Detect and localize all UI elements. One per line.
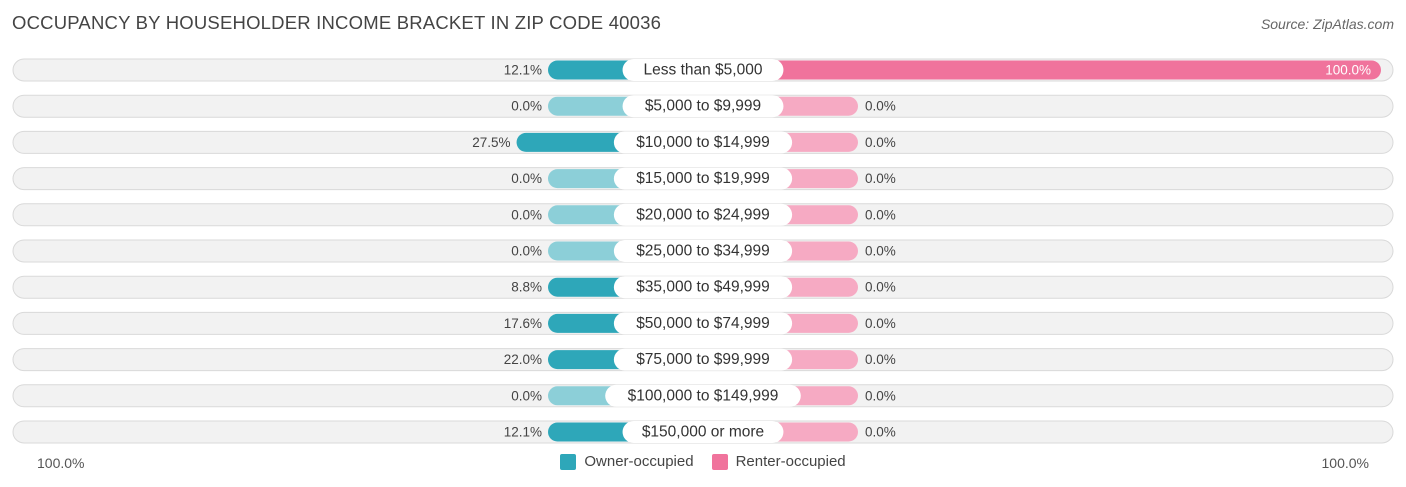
chart-title: OCCUPANCY BY HOUSEHOLDER INCOME BRACKET … — [12, 12, 662, 33]
category-pill — [605, 384, 801, 407]
legend-label-owner: Owner-occupied — [584, 453, 694, 470]
category-label: $10,000 to $14,999 — [636, 134, 770, 151]
renter-value-label: 0.0% — [865, 316, 896, 331]
source-credit: Source: ZipAtlas.com — [1260, 16, 1394, 32]
category-pill — [622, 59, 784, 81]
owner-value-label: 0.0% — [511, 171, 542, 186]
legend-item-owner: Owner-occupied — [560, 453, 694, 470]
category-pill — [613, 167, 793, 190]
owner-value-label: 0.0% — [511, 207, 542, 222]
renter-value-label: 0.0% — [865, 135, 896, 150]
renter-value-label: 0.0% — [865, 207, 896, 222]
renter-value-label: 0.0% — [865, 388, 896, 403]
category-pill — [613, 240, 793, 262]
owner-value-label: 12.1% — [504, 63, 542, 78]
legend-item-renter: Renter-occupied — [711, 453, 846, 470]
category-pill — [613, 348, 793, 371]
category-pill — [613, 312, 793, 335]
renter-value-label: 0.0% — [865, 280, 896, 295]
axis-left-label: 100.0% — [37, 455, 85, 471]
category-label: $35,000 to $49,999 — [636, 279, 770, 296]
category-pill — [613, 276, 793, 299]
category-label: $25,000 to $34,999 — [636, 243, 770, 260]
category-label: $20,000 to $24,999 — [636, 206, 770, 223]
category-label: $75,000 to $99,999 — [636, 351, 770, 368]
owner-value-label: 22.0% — [504, 352, 542, 367]
owner-value-label: 17.6% — [504, 316, 542, 331]
renter-value-label: 100.0% — [1325, 63, 1371, 78]
category-label: Less than $5,000 — [644, 62, 763, 79]
owner-value-label: 0.0% — [511, 388, 542, 403]
category-pill — [622, 421, 784, 443]
category-label: $100,000 to $149,999 — [628, 387, 779, 404]
category-label: $150,000 or more — [642, 424, 764, 441]
category-label: $5,000 to $9,999 — [645, 98, 761, 115]
legend: Owner-occupied Renter-occupied — [0, 453, 1406, 470]
renter-value-label: 0.0% — [865, 352, 896, 367]
legend-swatch-renter — [711, 453, 728, 470]
legend-label-renter: Renter-occupied — [735, 453, 846, 470]
category-label: $50,000 to $74,999 — [636, 315, 770, 332]
renter-value-label: 0.0% — [865, 425, 896, 440]
bar-renter — [703, 60, 1381, 80]
owner-value-label: 8.8% — [511, 280, 542, 295]
owner-value-label: 0.0% — [511, 99, 542, 114]
category-label: $15,000 to $19,999 — [636, 170, 770, 187]
category-pill — [613, 203, 793, 226]
renter-value-label: 0.0% — [865, 99, 896, 114]
owner-value-label: 12.1% — [504, 425, 542, 440]
legend-swatch-owner — [560, 453, 577, 470]
renter-value-label: 0.0% — [865, 244, 896, 259]
axis-right-label: 100.0% — [1321, 455, 1369, 471]
category-pill — [613, 131, 793, 154]
owner-value-label: 0.0% — [511, 244, 542, 259]
category-pill — [622, 95, 784, 118]
owner-value-label: 27.5% — [472, 135, 510, 150]
renter-value-label: 0.0% — [865, 171, 896, 186]
